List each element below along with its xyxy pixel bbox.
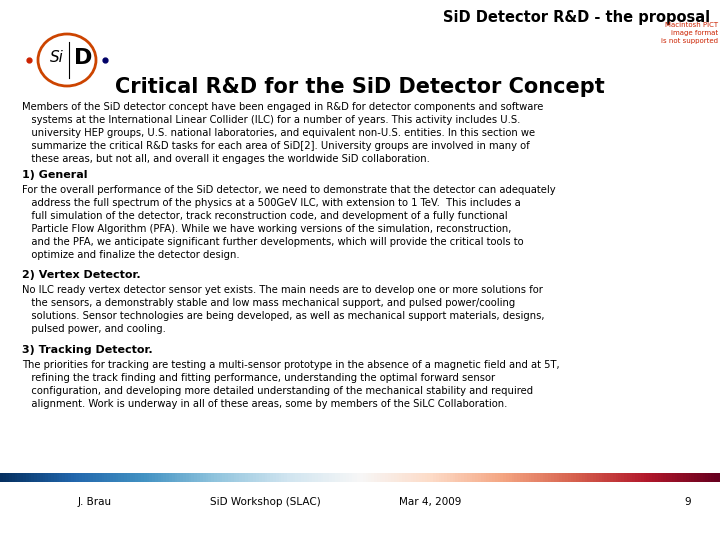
Text: 9: 9 — [685, 497, 691, 507]
Text: 3) Tracking Detector.: 3) Tracking Detector. — [22, 345, 153, 355]
Text: J. Brau: J. Brau — [78, 497, 112, 507]
Text: Members of the SiD detector concept have been engaged in R&D for detector compon: Members of the SiD detector concept have… — [22, 102, 544, 164]
Text: SiD Detector R&D - the proposal: SiD Detector R&D - the proposal — [443, 10, 710, 25]
Text: 1) General: 1) General — [22, 170, 88, 180]
Text: Macintosh PICT
image format
is not supported: Macintosh PICT image format is not suppo… — [661, 22, 718, 44]
Text: Si: Si — [50, 51, 64, 65]
Text: For the overall performance of the SiD detector, we need to demonstrate that the: For the overall performance of the SiD d… — [22, 185, 556, 260]
Text: 2) Vertex Detector.: 2) Vertex Detector. — [22, 270, 140, 280]
Text: SiD Workshop (SLAC): SiD Workshop (SLAC) — [210, 497, 320, 507]
Text: D: D — [74, 48, 92, 68]
Text: No ILC ready vertex detector sensor yet exists. The main needs are to develop on: No ILC ready vertex detector sensor yet … — [22, 285, 544, 334]
Text: Mar 4, 2009: Mar 4, 2009 — [399, 497, 462, 507]
Text: The priorities for tracking are testing a multi-sensor prototype in the absence : The priorities for tracking are testing … — [22, 360, 559, 409]
Text: Critical R&D for the SiD Detector Concept: Critical R&D for the SiD Detector Concep… — [115, 77, 605, 97]
